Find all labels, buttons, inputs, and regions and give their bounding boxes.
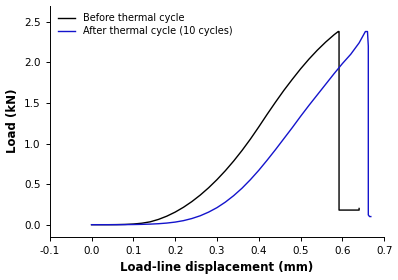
X-axis label: Load-line displacement (mm): Load-line displacement (mm) xyxy=(120,262,314,274)
Legend: Before thermal cycle, After thermal cycle (10 cycles): Before thermal cycle, After thermal cycl… xyxy=(55,10,235,39)
Y-axis label: Load (kN): Load (kN) xyxy=(6,89,19,153)
